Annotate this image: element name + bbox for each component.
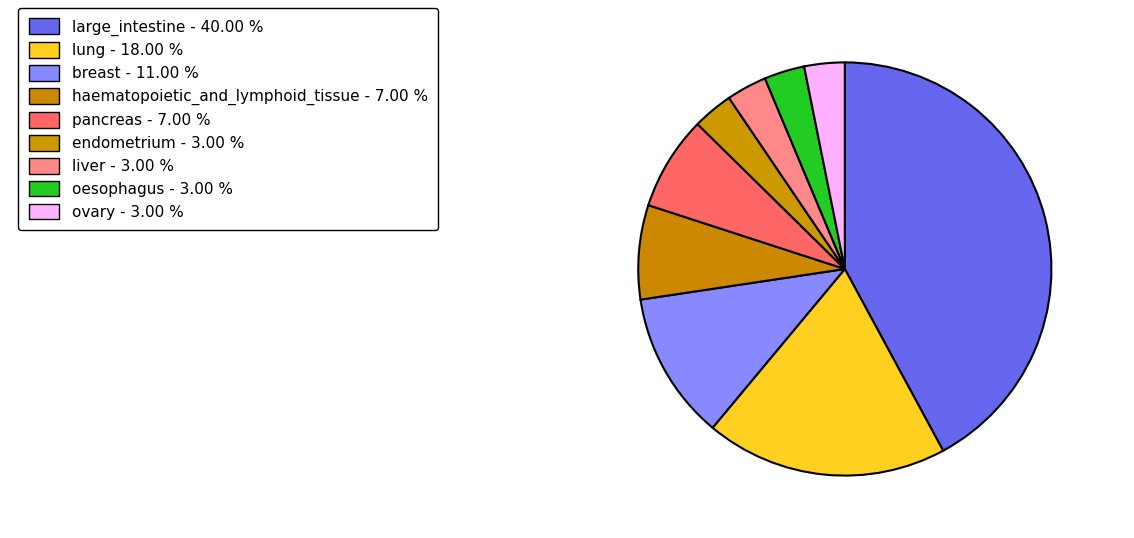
Wedge shape (729, 79, 845, 269)
Wedge shape (641, 269, 845, 428)
Wedge shape (804, 62, 845, 269)
Legend: large_intestine - 40.00 %, lung - 18.00 %, breast - 11.00 %, haematopoietic_and_: large_intestine - 40.00 %, lung - 18.00 … (18, 8, 439, 230)
Wedge shape (765, 67, 845, 269)
Wedge shape (697, 98, 845, 269)
Wedge shape (712, 269, 943, 476)
Wedge shape (845, 62, 1051, 451)
Wedge shape (649, 124, 845, 269)
Wedge shape (638, 205, 845, 300)
